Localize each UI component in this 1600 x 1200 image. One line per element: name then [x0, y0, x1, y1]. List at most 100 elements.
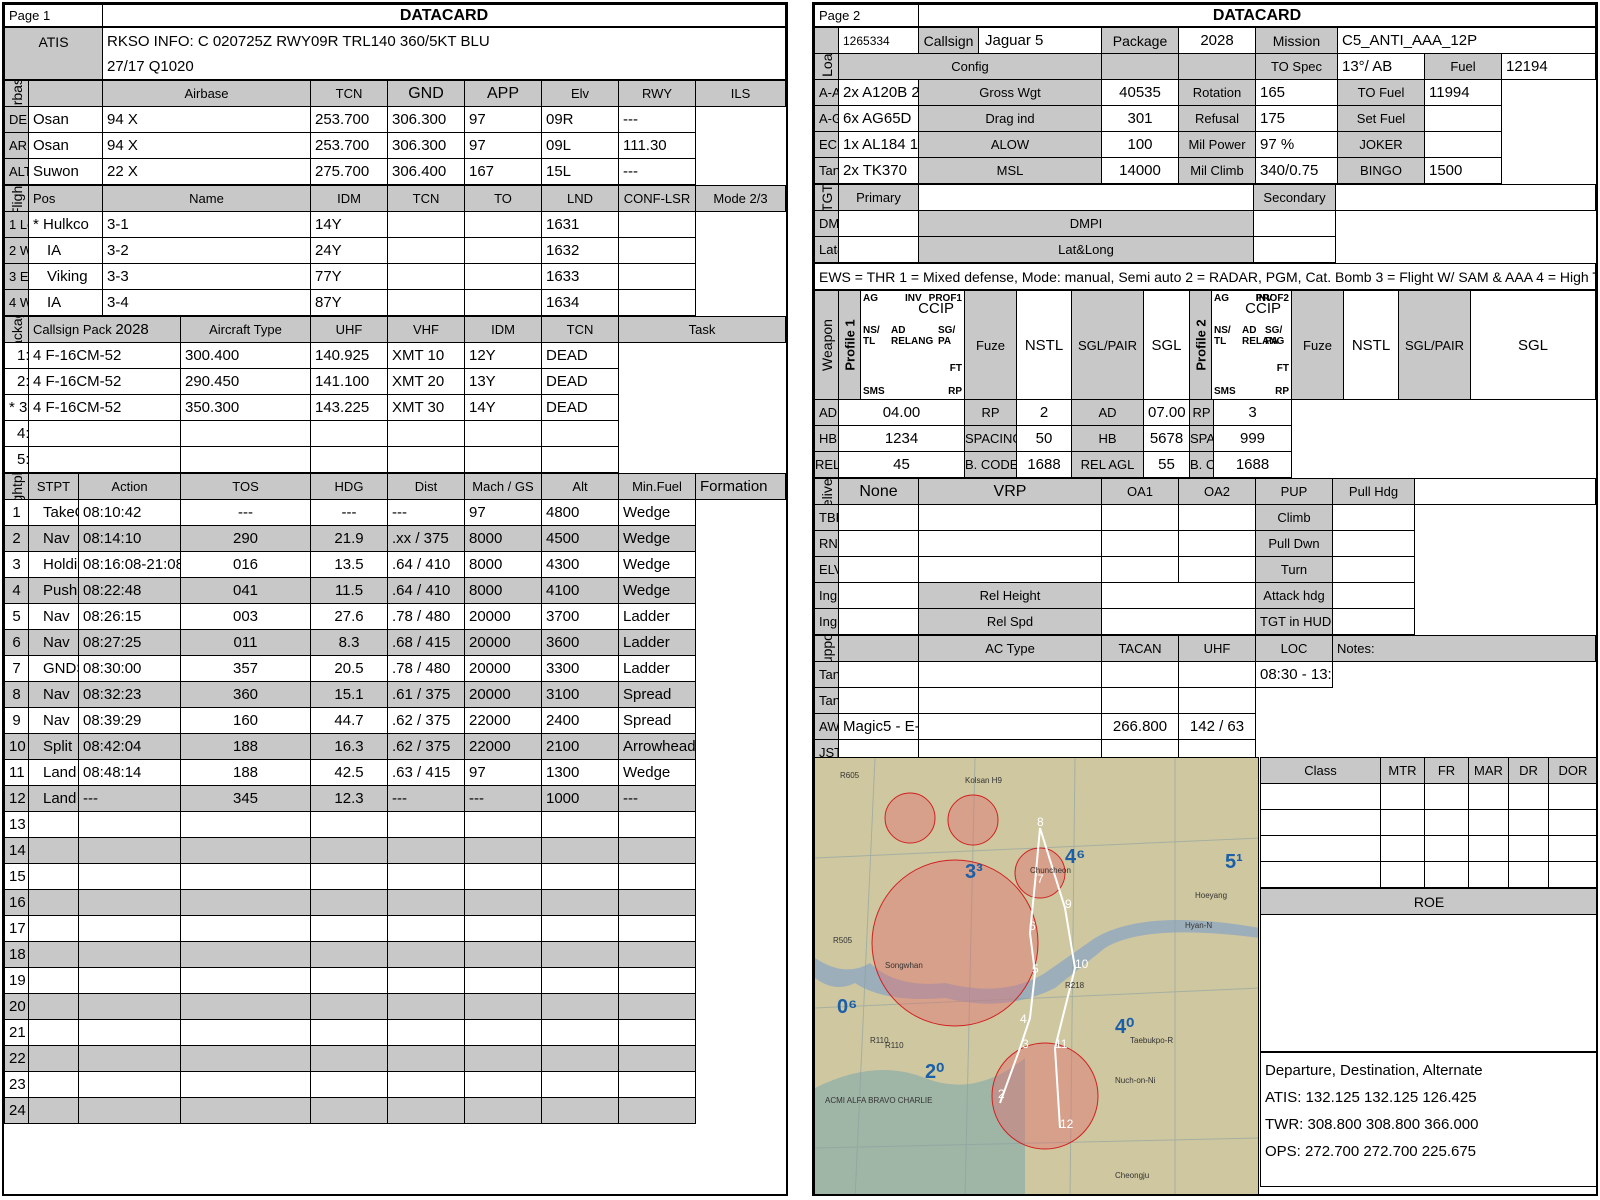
mission-map[interactable]: R605 Kolsan H9 Chuncheon R505 Songwhan 0⁶ R110…: [814, 757, 1259, 1194]
flightplan-cell: Arrowhead: [618, 733, 696, 760]
blank-cell[interactable]: [1424, 861, 1469, 888]
blank-cell[interactable]: [1508, 861, 1549, 888]
flightplan-cell: 13.5: [310, 551, 388, 578]
blank-cell[interactable]: [1380, 835, 1425, 862]
blank-cell[interactable]: [1380, 783, 1425, 810]
blank-cell[interactable]: [1101, 530, 1179, 557]
blank-cell[interactable]: [1178, 556, 1256, 583]
blank-cell[interactable]: [838, 556, 919, 583]
package-cell: [464, 446, 542, 473]
flightplan-cell: [541, 889, 619, 916]
col-header: Mach / GS: [464, 473, 542, 500]
blank-cell[interactable]: [1508, 835, 1549, 862]
delivery-right: Pull Dwn: [1255, 530, 1333, 557]
blank-cell[interactable]: [1468, 835, 1509, 862]
map-label: R110: [885, 1041, 904, 1050]
blank-cell[interactable]: [1380, 809, 1425, 836]
flightplan-cell: 2400: [541, 707, 619, 734]
blank-cell[interactable]: [1424, 783, 1469, 810]
flightplan-cell: [180, 889, 311, 916]
support-cell: 266.800: [1101, 713, 1179, 740]
blank-cell[interactable]: [1468, 783, 1509, 810]
blank-cell[interactable]: [1178, 504, 1256, 531]
flightplan-cell: 4100: [541, 577, 619, 604]
flightplan-cell: 8.3: [310, 629, 388, 656]
blank-cell[interactable]: [1424, 835, 1469, 862]
threat-cell[interactable]: [1260, 835, 1381, 862]
blank-cell[interactable]: [918, 504, 1102, 531]
blank-cell[interactable]: Callsign Jaguar 5: [918, 27, 1102, 54]
atis-line1: RKSO INFO: C 020725Z RWY09R TRL140 360/5…: [107, 32, 490, 50]
freq-table: Departure, Destination, Alternate ATIS: …: [1260, 1052, 1596, 1187]
blank-cell[interactable]: [838, 608, 919, 635]
flightplan-cell: [180, 1045, 311, 1072]
flightplan-cell: [180, 837, 311, 864]
blank-cell[interactable]: [838, 530, 919, 557]
blank-cell[interactable]: [918, 530, 1102, 557]
blank-cell[interactable]: [1380, 861, 1425, 888]
flight-cell: 87Y: [310, 289, 388, 316]
blank-cell[interactable]: [1548, 861, 1596, 888]
blank-cell[interactable]: [1468, 809, 1509, 836]
package-cell: [28, 420, 181, 447]
threat-cell[interactable]: [1260, 809, 1381, 836]
blank-cell[interactable]: [1332, 504, 1415, 531]
blank-cell[interactable]: [1508, 783, 1549, 810]
flightplan-cell: [28, 967, 79, 994]
blank-cell[interactable]: [1101, 53, 1179, 80]
airbase-cell: 253.700: [310, 132, 388, 159]
blank-cell[interactable]: [1101, 556, 1179, 583]
delivery-row-label: TBRG: [814, 504, 839, 531]
blank-cell[interactable]: [1101, 582, 1256, 609]
flightplan-cell: [387, 915, 465, 942]
flightplan-cell: [541, 837, 619, 864]
threat-cell[interactable]: [1260, 861, 1381, 888]
blank-cell[interactable]: [838, 635, 919, 662]
blank-cell[interactable]: [28, 80, 103, 107]
blank-cell[interactable]: [1414, 478, 1596, 505]
flightplan-cell: [464, 811, 542, 838]
blank-cell[interactable]: [1468, 861, 1509, 888]
col-header: RWY: [618, 80, 696, 107]
blank-cell[interactable]: [1548, 809, 1596, 836]
delivery-right: Pull Hdg: [1332, 478, 1415, 505]
blank-cell[interactable]: [1101, 504, 1179, 531]
flightplan-cell: 1000: [541, 785, 619, 812]
map-label: ACMI ALFA BRAVO CHARLIE: [825, 1096, 932, 1105]
blank-cell[interactable]: [1548, 783, 1596, 810]
roe-content[interactable]: [1260, 914, 1596, 1052]
blank-cell[interactable]: [1101, 608, 1256, 635]
flightplan-cell: [464, 967, 542, 994]
flightplan-cell: [541, 1045, 619, 1072]
blank-cell[interactable]: [1178, 530, 1256, 557]
section-label-flightplan: Flightplan: [4, 473, 29, 500]
blank-cell[interactable]: [1332, 530, 1415, 557]
flight-cell: 77Y: [310, 263, 388, 290]
blank-cell[interactable]: [1332, 608, 1415, 635]
flightplan-cell: [180, 1071, 311, 1098]
support-cell: 142 / 63: [1178, 713, 1256, 740]
blank-cell[interactable]: [838, 504, 919, 531]
airbase-cell: 253.700: [310, 106, 388, 133]
col-header: Airbase: [102, 80, 311, 107]
blank-cell[interactable]: [838, 582, 919, 609]
blank-cell[interactable]: [918, 556, 1102, 583]
blank-cell[interactable]: [1548, 835, 1596, 862]
flightplan-cell: [310, 1019, 388, 1046]
col-header: HDG: [310, 473, 388, 500]
blank-cell[interactable]: [1332, 556, 1415, 583]
flightplan-cell: [180, 811, 311, 838]
loadout-value: 6x AG65D: [838, 105, 919, 132]
flightplan-cell: [180, 915, 311, 942]
col-header: IDM: [310, 185, 388, 212]
blank-cell[interactable]: [1508, 809, 1549, 836]
blank-cell[interactable]: [1178, 53, 1256, 80]
blank-cell[interactable]: [1424, 809, 1469, 836]
flightplan-cell: [310, 993, 388, 1020]
support-cell: [1101, 687, 1179, 714]
blank-cell[interactable]: [1332, 582, 1415, 609]
threat-cell[interactable]: [1260, 783, 1381, 810]
blank-cell[interactable]: [814, 27, 839, 54]
flight-cell: 1631: [541, 211, 619, 238]
map-label: Chuncheon: [1030, 866, 1071, 875]
